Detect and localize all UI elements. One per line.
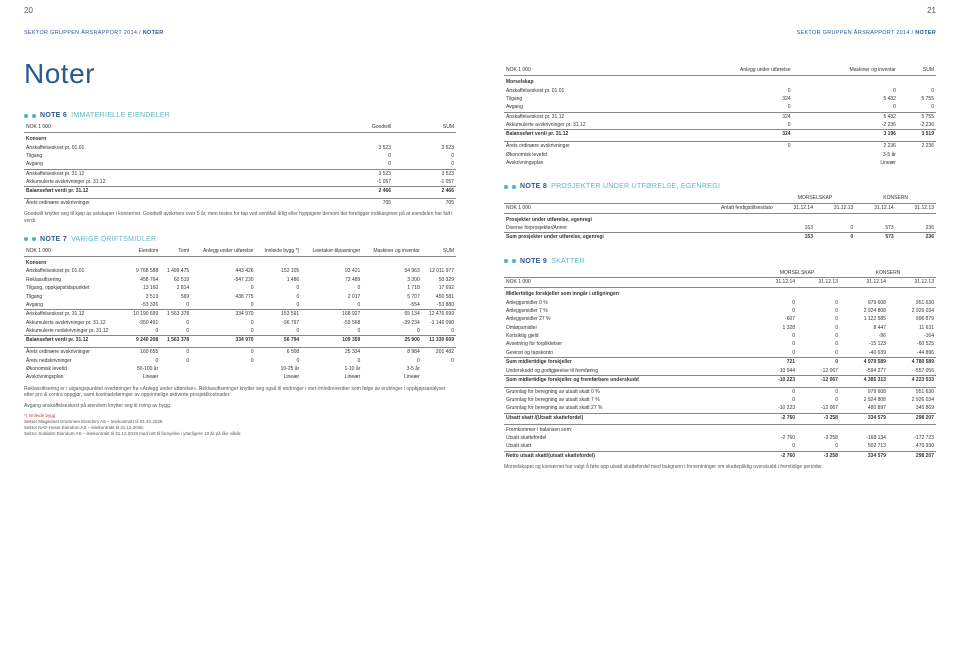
bullet-icon <box>24 114 28 118</box>
table-row: Konsern <box>24 133 456 144</box>
table-row: Omløpsmidler1 32808 44711 631 <box>504 324 936 332</box>
table-row: Akkumulerte avskrivninger pr. 31.12-1 05… <box>24 178 456 187</box>
table-row: Grunnlag for beregning av utsatt skatt 0… <box>504 387 936 396</box>
right-page: 21 SEKTOR GRUPPEN ÅRSRAPPORT 2014 / NOTE… <box>480 0 960 654</box>
table-row: Årets nedskrivninger0000000 <box>24 356 456 364</box>
table-row: Utsatt skatt /(Utsatt skattefordel)-2 76… <box>504 413 936 422</box>
table-row: AvskrivningsplanLineærLineærLineærLineær <box>24 373 456 381</box>
table-row: Årets ordinære avskrivninger705705 <box>24 199 456 208</box>
note7-caption2: Avgang anskaffelseskost på eiendom knytt… <box>24 403 456 410</box>
note6-caption: Goodwill knytter seg til kjøp av selskap… <box>24 211 456 225</box>
table-row: Økonomisk levetid50-100 år10-25 år1-10 å… <box>24 365 456 373</box>
page-number-right: 21 <box>927 6 936 15</box>
note8-header: NOTE 8 PROSJEKTER UNDER UTFØRELSE, EGENR… <box>504 183 936 190</box>
table-row: Avgang000 <box>504 103 936 112</box>
table-row: AvskrivningsplanLineær <box>504 159 936 167</box>
note7-footnote: *) Innleide bygg: Sektor Magasinet Dramm… <box>24 413 456 437</box>
table-row: Midlertidige forskjeller som inngår i ut… <box>504 288 936 299</box>
table-row: Utsatt skattefordel-2 760-3 258-168 134-… <box>504 434 936 442</box>
table-row: Balanseført verdi pr. 31.123243 1963 519 <box>504 130 936 139</box>
bullet-icon <box>504 185 508 189</box>
table-row: Prosjekter under utførelse, egenregi <box>504 213 936 224</box>
page-spread: 20 SEKTOR GRUPPEN ÅRSRAPPORT 2014 / NOTE… <box>0 0 960 654</box>
table-row: Tilgang3 513569438 77502 0175 707450 581 <box>24 292 456 300</box>
table-row: Tilgang3245 4325 755 <box>504 95 936 103</box>
table-row: Akkumulerte nedskrivninger pr. 31.120000… <box>24 327 456 336</box>
table-row: Anskaffelseskost pr. 31.1210 190 6991 56… <box>24 310 456 319</box>
note9-header: NOTE 9 SKATTER <box>504 258 936 265</box>
table-row: Grunnlag for beregning av utsatt skatt 7… <box>504 396 936 404</box>
table-row: Årets ordinære avskrivninger160 655006 5… <box>24 348 456 357</box>
note9-table: MORSELSKAPKONSERN NOK 1 00031.12.1431.12… <box>504 269 936 460</box>
table-row: Økonomisk levetid3-5 år <box>504 150 936 158</box>
running-head-left: SEKTOR GRUPPEN ÅRSRAPPORT 2014 / NOTER <box>24 30 456 36</box>
note7-table: NOK 1 000EiendomTomtAnlegg under utførel… <box>24 247 456 382</box>
table-row: Reklassifisering458 76460 519-547 2301 4… <box>24 276 456 284</box>
table-row: Gevinst og tapskonto00-40 639-44 896 <box>504 349 936 358</box>
table-row: Balanseført verdi pr. 31.122 4662 466 <box>24 187 456 196</box>
bullet-icon <box>32 114 36 118</box>
table-row: Anleggsmidler 7 %002 924 8082 926 034 <box>504 307 936 315</box>
table-row: Tilgang00 <box>24 152 456 160</box>
bullet-icon <box>24 237 28 241</box>
table-row: Avsetning for forpliktelser00-15 123-60 … <box>504 340 936 348</box>
bullet-icon <box>32 237 36 241</box>
bullet-icon <box>512 185 516 189</box>
table-row: Avgang-53 3260000-554-53 880 <box>24 301 456 310</box>
note6-header: NOTE 6 IMMATERIELLE EIENDELER <box>24 112 456 119</box>
table-row: Anskaffelseskost pr. 01.01000 <box>504 86 936 94</box>
table-row: Grunnlag for beregning av utsatt skatt 2… <box>504 404 936 413</box>
table-row: Årets ordinære avskrivninger02 2362 236 <box>504 142 936 151</box>
note6-left-table: NOK 1 000 Goodwill SUM KonsernAnskaffels… <box>24 123 456 207</box>
table-row: Akkumulerte avskrivninger pr. 31.120-2 2… <box>504 121 936 130</box>
table-row: Sum midlertidige forskjeller og fremførb… <box>504 375 936 384</box>
table-row: Fremkommer i balansen som: <box>504 425 936 434</box>
bullet-icon <box>512 259 516 263</box>
table-row: Sum prosjekter under utførelse, egenregi… <box>504 233 936 242</box>
table-row: Kortsiktig gjeld00-96-164 <box>504 332 936 340</box>
table-row: Sum midlertidige forskjeller72104 979 58… <box>504 358 936 367</box>
table-row: Diverse forprosjekter/Annet1530573236 <box>504 224 936 233</box>
table-row: Morselskap <box>504 76 936 87</box>
table-row: Anskaffelseskost pr. 01.013 5233 523 <box>24 143 456 151</box>
left-page: 20 SEKTOR GRUPPEN ÅRSRAPPORT 2014 / NOTE… <box>0 0 480 654</box>
table-row: Akkumulerte avskrivninger pr. 31.12-950 … <box>24 319 456 327</box>
page-title: Noter <box>24 58 456 90</box>
note7-caption1: Reklassifisering er i utgangspunktet ove… <box>24 386 456 400</box>
table-row: Avgang00 <box>24 160 456 169</box>
table-row: Balanseført verdi pr. 31.129 240 2081 56… <box>24 336 456 345</box>
note6-right-table: NOK 1 000 Anlegg under utførelse Maskine… <box>504 66 936 167</box>
bullet-icon <box>504 259 508 263</box>
note7-header: NOTE 7 VARIGE DRIFTSMIDLER <box>24 236 456 243</box>
note9-caption: Morselskapet og konsernet har valgt å fø… <box>504 464 936 471</box>
page-number-left: 20 <box>24 6 33 15</box>
table-row: Tilgang, oppkjøpstidspunktet13 1602 8140… <box>24 284 456 292</box>
note8-table: MORSELSKAPKONSERN NOK 1 000Antatt ferdig… <box>504 194 936 242</box>
table-row: Netto utsatt skatt/(utsatt skattefordel)… <box>504 451 936 460</box>
table-row: Anskaffelseskost pr. 31.123245 4325 755 <box>504 112 936 121</box>
table-row: Anleggsmidler 27 %-60701 122 585996 879 <box>504 315 936 323</box>
table-row: Anleggsmidler 0 %00979 608951 630 <box>504 298 936 306</box>
table-row: Anskaffelseskost pr. 31.123 5233 523 <box>24 169 456 178</box>
table-row: Anskaffelseskost pr. 01.019 768 5881 499… <box>24 267 456 275</box>
table-row: Underskudd og godtgjørelse til fremførin… <box>504 366 936 375</box>
table-row: Utsatt skatt00502 713470 930 <box>504 442 936 451</box>
table-row: Konsern <box>24 257 456 268</box>
